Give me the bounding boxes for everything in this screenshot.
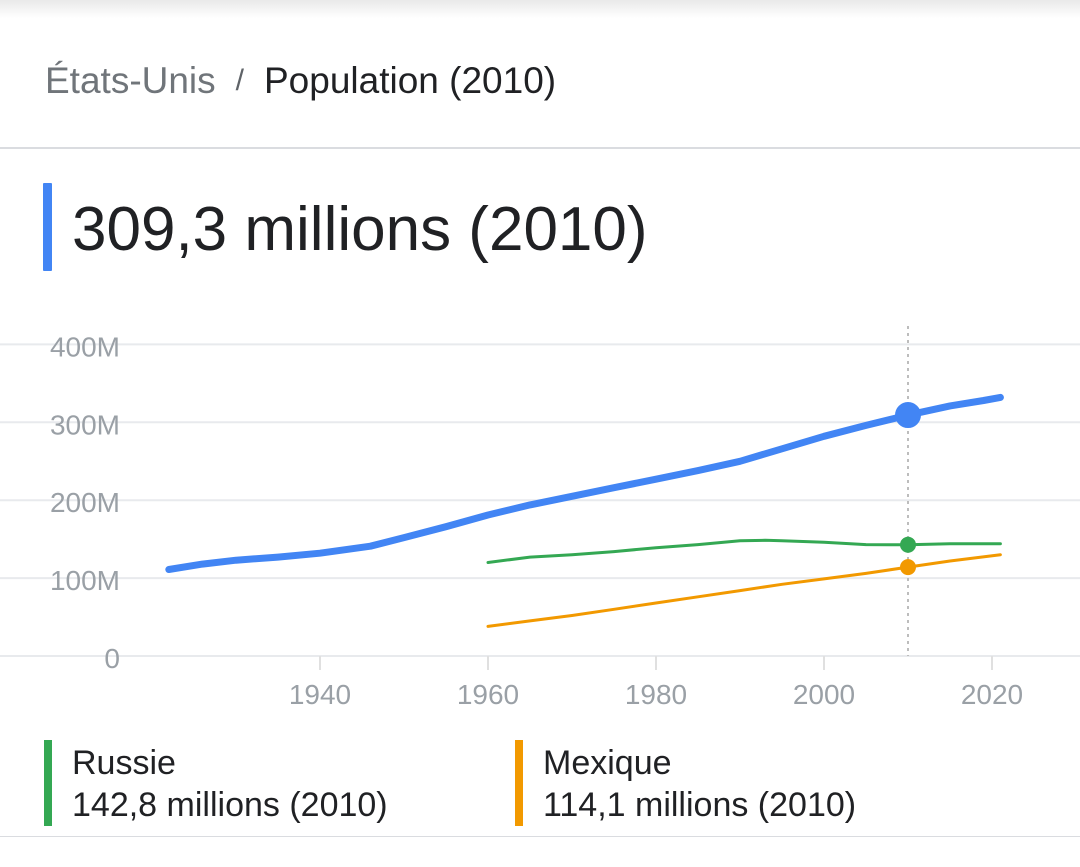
x-tick-label: 2000 bbox=[793, 679, 855, 710]
highlight-point-etats-unis bbox=[895, 402, 921, 429]
legend-value: 114,1 millions (2010) bbox=[543, 786, 857, 824]
legend-value: 142,8 millions (2010) bbox=[72, 786, 388, 824]
x-tick-label: 1940 bbox=[289, 679, 351, 710]
population-chart[interactable]: 0 100M 200M 300M 400M 1940 1960 1980 2000 2020 bbox=[0, 300, 1080, 730]
y-tick-label: 100M bbox=[50, 565, 120, 596]
chart-highlight bbox=[895, 326, 921, 656]
legend-color-bar bbox=[515, 740, 523, 826]
headline-color-bar bbox=[43, 183, 52, 271]
x-tick-label: 1980 bbox=[625, 679, 687, 710]
x-tick-label: 2020 bbox=[961, 679, 1023, 710]
chart-series bbox=[165, 393, 1004, 628]
chart-grid: 0 100M 200M 300M 400M 1940 1960 1980 2000 2020 bbox=[0, 331, 1080, 710]
legend-name: Russie bbox=[72, 744, 176, 782]
breadcrumb-parent-link[interactable]: États-Unis bbox=[45, 60, 216, 101]
breadcrumb: États-Unis / Population (2010) bbox=[45, 56, 556, 106]
y-tick-label: 0 bbox=[104, 643, 120, 674]
series-line-mexique bbox=[486, 553, 1002, 628]
series-line-russie bbox=[486, 538, 1002, 564]
y-tick-label: 400M bbox=[50, 331, 120, 362]
highlight-point-russie bbox=[900, 536, 916, 553]
header-divider bbox=[0, 147, 1080, 149]
x-tick-label: 1960 bbox=[457, 679, 519, 710]
highlight-point-mexique bbox=[900, 559, 916, 576]
legend-name: Mexique bbox=[543, 744, 672, 782]
top-shadow bbox=[0, 0, 1080, 18]
bottom-divider bbox=[0, 836, 1080, 837]
breadcrumb-current: Population (2010) bbox=[264, 60, 557, 101]
series-line-etats-unis bbox=[165, 393, 1004, 573]
legend-color-bar bbox=[44, 740, 52, 826]
y-tick-label: 300M bbox=[50, 409, 120, 440]
headline-value: 309,3 millions (2010) bbox=[72, 195, 648, 264]
y-tick-label: 200M bbox=[50, 487, 120, 518]
breadcrumb-separator: / bbox=[235, 64, 244, 97]
